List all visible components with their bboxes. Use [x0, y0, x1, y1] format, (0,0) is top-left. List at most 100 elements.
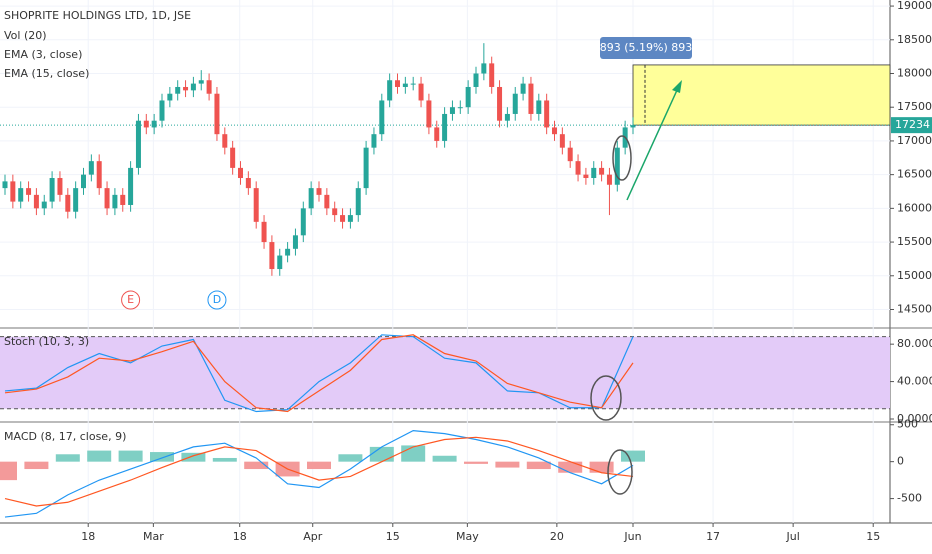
candle-body	[332, 208, 338, 216]
candle-body	[198, 80, 204, 84]
y-tick-label: 500	[897, 418, 918, 431]
histogram-bar	[621, 450, 645, 462]
highlight-oval	[607, 449, 633, 495]
y-tick-label: -500	[897, 492, 922, 505]
candle-body	[402, 83, 408, 87]
histogram-bar	[24, 461, 49, 470]
histogram-bar	[181, 452, 206, 462]
y-tick-label: 14500	[897, 302, 932, 315]
indicator-line	[4, 436, 634, 507]
candle-body	[536, 100, 542, 114]
candle-body	[159, 100, 165, 121]
x-tick-label: May	[456, 530, 479, 543]
candle-body	[387, 80, 393, 101]
candle-body	[316, 188, 322, 195]
legend-entry: EMA (15, close)	[4, 67, 89, 80]
x-tick-label: 18	[81, 530, 95, 543]
event-marker	[121, 290, 141, 310]
y-tick-label: 19000	[897, 0, 932, 12]
candle-body	[599, 167, 605, 175]
candle-body	[457, 107, 463, 109]
candle-body	[614, 147, 620, 185]
histogram-bar	[495, 461, 520, 468]
candle-body	[175, 86, 181, 94]
candle-body	[2, 181, 8, 189]
candle-body	[81, 174, 86, 189]
candle-body	[497, 86, 503, 121]
candle-body	[583, 174, 589, 179]
x-tick-label: Jul	[785, 530, 799, 543]
candle-body	[379, 100, 385, 135]
candle-body	[355, 188, 361, 216]
x-tick-label: Mar	[143, 530, 164, 543]
candle-body	[606, 174, 612, 185]
x-tick-label: 20	[550, 530, 564, 543]
histogram-bar	[526, 461, 551, 470]
candle-body	[308, 188, 314, 209]
candle-body	[512, 93, 518, 114]
legend-entry: EMA (3, close)	[4, 48, 82, 61]
candle-body	[473, 73, 479, 87]
histogram-bar	[244, 461, 269, 470]
histogram-bar	[307, 461, 331, 470]
histogram-bar	[55, 454, 80, 462]
candle-body	[489, 63, 495, 87]
candle-body	[630, 125, 636, 128]
candle-body	[575, 161, 581, 175]
candle-body	[230, 147, 236, 168]
stoch-pane: 0.0000 40.0000 80.0000	[0, 334, 932, 425]
y-tick-label: 18500	[897, 33, 932, 46]
candle-body	[277, 255, 283, 270]
candle-body	[504, 113, 510, 121]
measure-label-bg	[600, 37, 692, 59]
y-tick-label: 15000	[897, 269, 932, 282]
candle-body	[245, 178, 251, 189]
candle-body	[253, 188, 259, 222]
candle-body	[214, 93, 220, 135]
histogram-bar	[338, 454, 363, 462]
candle-body	[167, 93, 173, 101]
x-tick-label: Jun	[623, 530, 641, 543]
candle-body	[410, 83, 416, 85]
y-tick-label: 40.0000	[897, 375, 932, 388]
y-tick-label: 16000	[897, 201, 932, 214]
x-tick-label: 18	[233, 530, 247, 543]
highlight-oval	[612, 135, 632, 181]
y-tick-label: 80.0000	[897, 337, 932, 350]
event-marker-label: E	[127, 293, 134, 306]
candle-body	[395, 80, 400, 87]
candle-body	[591, 167, 597, 179]
candle-body	[190, 83, 196, 91]
candle-body	[559, 134, 565, 148]
indicator-line	[4, 430, 634, 518]
candle-body	[135, 120, 141, 168]
highlight-oval	[590, 375, 622, 421]
last-price-tag	[891, 117, 932, 134]
y-tick-label: 0.0000	[897, 412, 932, 425]
legend-entry: Vol (20)	[4, 29, 47, 42]
candle-body	[104, 188, 110, 209]
histogram-bar	[212, 457, 237, 462]
candle-body	[128, 167, 134, 205]
candle-body	[520, 83, 526, 94]
candle-body	[442, 113, 448, 141]
event-marker-label: D	[213, 293, 221, 306]
candle-body	[49, 178, 55, 202]
macd-pane: -500 0 500	[0, 418, 922, 518]
candle-body	[324, 194, 330, 209]
chart-title: SHOPRITE HOLDINGS LTD, 1D, JSE	[4, 9, 191, 22]
measure-label: 893 (5.19%) 893	[600, 41, 693, 54]
candle-body	[18, 188, 24, 202]
candle-body	[363, 147, 369, 189]
candle-body	[434, 127, 440, 141]
target-zone	[632, 64, 891, 126]
candle-body	[347, 215, 353, 222]
pane-title: Stoch (10, 3, 3)	[4, 335, 89, 348]
histogram-bar	[401, 445, 426, 462]
candle-body	[426, 100, 432, 128]
y-tick-label: 17500	[897, 100, 932, 113]
candle-body	[88, 161, 94, 175]
candle-body	[112, 194, 118, 209]
candle-body	[222, 134, 228, 148]
